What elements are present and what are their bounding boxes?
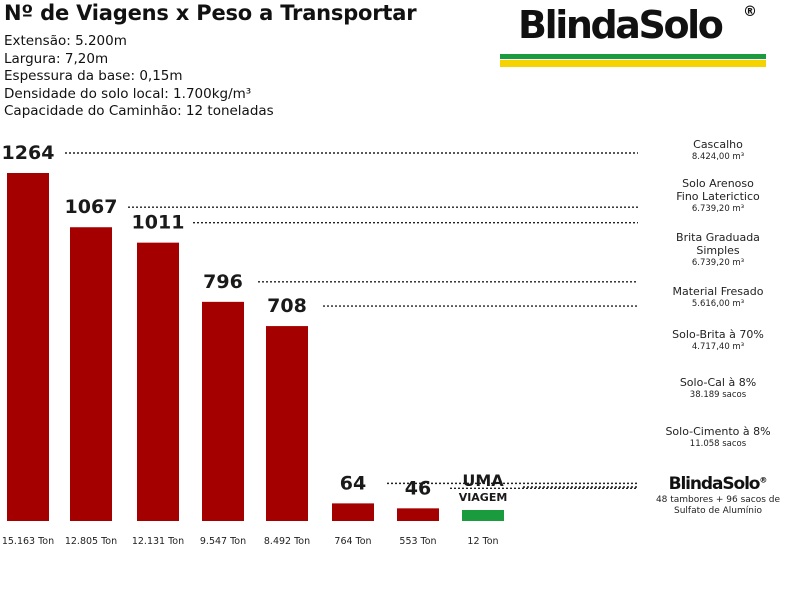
bar-708 bbox=[266, 326, 308, 521]
tonnage-label: 12.805 Ton bbox=[65, 536, 117, 547]
bar-64 bbox=[332, 503, 374, 521]
value-label: 1264 bbox=[2, 142, 55, 164]
material-fresado: Material Fresado 5.616,00 m³ bbox=[643, 285, 793, 310]
material-amount: 6.739,20 m³ bbox=[691, 258, 745, 268]
spec-capacidade: Capacidade do Caminhão: 12 toneladas bbox=[4, 103, 274, 120]
value-label: 64 bbox=[340, 472, 366, 494]
bar-1067 bbox=[70, 227, 112, 521]
bar-uma-viagem bbox=[462, 510, 504, 521]
spec-extensao: Extensão: 5.200m bbox=[4, 33, 127, 49]
material-blindasolo: BlindaSolo® 48 tambores + 96 sacos de Su… bbox=[643, 474, 793, 517]
material-name: Solo-Cal à 8% bbox=[679, 376, 757, 389]
tonnage-label: 12.131 Ton bbox=[132, 536, 184, 547]
bar-46 bbox=[397, 508, 439, 521]
material-cascalho: Cascalho 8.424,00 m³ bbox=[643, 138, 793, 163]
material-solo-arenoso: Solo Arenoso Fino Laterictico 6.739,20 m… bbox=[643, 177, 793, 215]
blindasolo-small-logo: BlindaSolo® bbox=[668, 474, 768, 494]
material-amount: 4.717,40 m³ bbox=[691, 342, 745, 352]
tonnage-label: 8.492 Ton bbox=[264, 536, 310, 547]
material-amount: 5.616,00 m³ bbox=[691, 299, 745, 309]
value-label: 1011 bbox=[132, 212, 185, 234]
logo-yellow-stripe bbox=[500, 60, 766, 67]
bar-796 bbox=[202, 301, 244, 521]
material-name: Cascalho bbox=[693, 138, 743, 151]
tonnage-label: 764 Ton bbox=[334, 536, 371, 547]
tonnage-label: 15.163 Ton bbox=[2, 536, 54, 547]
material-name: Solo-Cimento à 8% bbox=[665, 425, 771, 438]
project-specs: Extensão: 5.200m Largura: 7,20m Espessur… bbox=[4, 33, 274, 121]
uma-label: UMA bbox=[462, 471, 504, 490]
spec-densidade: Densidade do solo local: 1.700kg/m³ bbox=[4, 85, 252, 102]
material-name: Brita Graduada Simples bbox=[676, 231, 760, 257]
material-solo-brita: Solo-Brita à 70% 4.717,40 m³ bbox=[643, 328, 793, 353]
brand-logo-text: BlindaSolo bbox=[518, 3, 724, 47]
material-amount: 11.058 sacos bbox=[689, 439, 747, 449]
material-amount: 8.424,00 m³ bbox=[691, 152, 745, 162]
spec-largura: Largura: 7,20m bbox=[4, 50, 109, 67]
material-solo-cimento: Solo-Cimento à 8% 11.058 sacos bbox=[643, 425, 793, 450]
material-name: Solo-Brita à 70% bbox=[672, 328, 764, 341]
bar-1264 bbox=[7, 173, 49, 521]
tonnage-label: 553 Ton bbox=[399, 536, 436, 547]
brand-logo: BlindaSolo ® bbox=[500, 0, 766, 70]
value-label: 1067 bbox=[65, 196, 118, 218]
spec-espessura: Espessura da base: 0,15m bbox=[4, 68, 183, 85]
registered-mark: ® bbox=[743, 4, 757, 20]
bar-1011 bbox=[137, 242, 179, 521]
value-label: 46 bbox=[405, 477, 431, 499]
value-label: 796 bbox=[203, 271, 243, 293]
logo-green-stripe bbox=[500, 54, 766, 59]
value-label: 708 bbox=[267, 295, 307, 317]
blindasolo-description: 48 tambores + 96 sacos de Sulfato de Alu… bbox=[655, 495, 781, 516]
tonnage-label: 9.547 Ton bbox=[200, 536, 246, 547]
material-name: Solo Arenoso Fino Laterictico bbox=[676, 177, 760, 203]
material-brita-graduada: Brita Graduada Simples 6.739,20 m³ bbox=[643, 231, 793, 269]
viagem-label: VIAGEM bbox=[459, 491, 508, 504]
material-amount: 38.189 sacos bbox=[689, 390, 747, 400]
material-amount: 6.739,20 m³ bbox=[691, 204, 745, 214]
material-name: Material Fresado bbox=[672, 285, 764, 298]
chart-title: Nº de Viagens x Peso a Transportar bbox=[4, 1, 417, 25]
tonnage-label: 12 Ton bbox=[467, 536, 498, 547]
material-solo-cal: Solo-Cal à 8% 38.189 sacos bbox=[643, 376, 793, 401]
